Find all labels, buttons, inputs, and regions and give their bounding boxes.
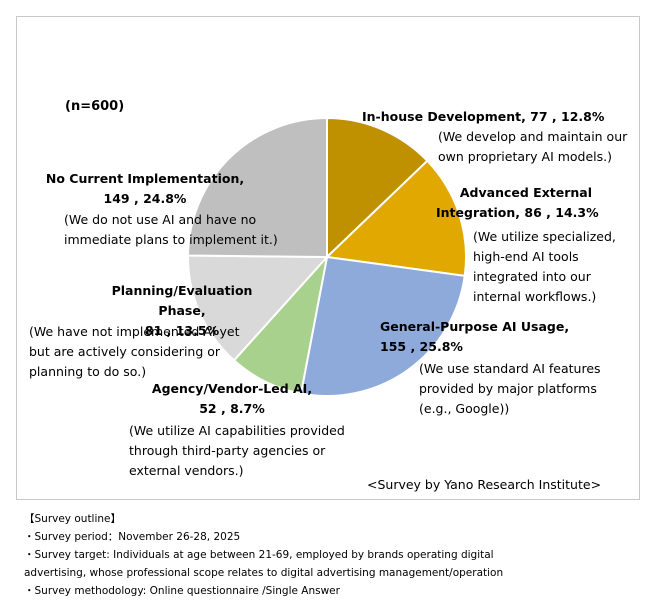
- label-agency-desc2: through third-party agencies or: [129, 443, 326, 458]
- label-none: No Current Implementation, 149 , 24.8%: [45, 169, 245, 209]
- label-in-house-desc2: own proprietary AI models.): [438, 149, 613, 164]
- outline-target-line1: ・Survey target: Individuals at age betwe…: [24, 549, 494, 561]
- label-advanced-desc3: integrated into our: [473, 269, 591, 284]
- label-general-title2: 155 , 25.8%: [380, 339, 463, 354]
- label-general-desc: (We use standard AI features provided by…: [419, 359, 601, 419]
- pie-slice-advanced-external-integration: [324, 159, 467, 277]
- label-advanced-desc: (We utilize specialized, high-end AI too…: [473, 227, 616, 307]
- label-advanced-title1: Advanced External: [459, 185, 592, 200]
- label-none-desc2: immediate plans to implement it.): [64, 232, 278, 247]
- label-advanced: Advanced External: [432, 183, 592, 203]
- pie-chart: [186, 116, 467, 397]
- label-general-desc1: (We use standard AI features: [419, 361, 601, 376]
- outline-method: ・Survey methodology: Online questionnair…: [24, 585, 340, 597]
- label-advanced-title2: Integration, 86 , 14.3%: [436, 205, 599, 220]
- label-planning-desc1: (We have not implemented AI yet: [29, 324, 240, 339]
- label-in-house-title: In-house Development, 77 , 12.8%: [362, 109, 605, 124]
- label-general-desc3: (e.g., Google)): [419, 401, 510, 416]
- label-general: General-Purpose AI Usage, 155 , 25.8%: [380, 317, 569, 357]
- label-none-desc: (We do not use AI and have no immediate …: [64, 210, 278, 250]
- label-agency: Agency/Vendor-Led AI, 52 , 8.7%: [147, 379, 317, 419]
- label-agency-title1: Agency/Vendor-Led AI,: [151, 381, 313, 396]
- sample-size-label: (n=600): [65, 99, 125, 114]
- label-agency-desc3: external vendors.): [129, 463, 244, 478]
- label-planning: Planning/Evaluation Phase, 81 , 13.5%: [87, 281, 277, 341]
- label-agency-title2: 52 , 8.7%: [199, 401, 265, 416]
- chart-frame: (n=600) In-house Development, 77 , 12.8%…: [16, 16, 640, 500]
- label-planning-desc: (We have not implemented AI yet but are …: [29, 322, 240, 382]
- label-advanced-desc4: internal workflows.): [473, 289, 597, 304]
- pie-slice-planning-evaluation-phase: [187, 254, 330, 362]
- label-advanced-desc2: high-end AI tools: [473, 249, 579, 264]
- source-label: <Survey by Yano Research Institute>: [367, 477, 602, 492]
- label-planning-desc2: but are actively considering or: [29, 344, 221, 359]
- label-in-house: In-house Development, 77 , 12.8% (We dev…: [362, 107, 627, 167]
- label-planning-title1: Planning/Evaluation Phase,: [111, 283, 253, 318]
- label-general-title1: General-Purpose AI Usage,: [380, 319, 570, 334]
- label-in-house-desc1: (We develop and maintain our: [438, 129, 628, 144]
- label-advanced-body: Integration, 86 , 14.3%: [436, 203, 599, 223]
- outline-period: ・Survey period：November 26-28, 2025: [24, 531, 241, 543]
- label-agency-desc: (We utilize AI capabilities provided thr…: [129, 421, 345, 481]
- outline-target-line2: advertising, whose professional scope re…: [24, 567, 504, 579]
- label-agency-desc1: (We utilize AI capabilities provided: [129, 423, 345, 438]
- label-none-title2: 149 , 24.8%: [103, 191, 187, 206]
- label-planning-title2: 81 , 13.5%: [144, 323, 220, 338]
- pie-slice-no-current-implementation: [186, 116, 328, 259]
- survey-outline: 【Survey outline】 ・Survey period：November…: [24, 510, 503, 600]
- label-planning-desc3: planning to do so.): [29, 364, 147, 379]
- pie-slice-in-house-development: [326, 116, 429, 260]
- pie-slice-general-purpose-ai-usage: [299, 255, 466, 397]
- label-advanced-desc1: (We utilize specialized,: [473, 229, 616, 244]
- outline-heading: 【Survey outline】: [24, 513, 122, 525]
- label-none-title1: No Current Implementation,: [45, 171, 245, 186]
- label-none-desc1: (We do not use AI and have no: [64, 212, 257, 227]
- label-general-desc2: provided by major platforms: [419, 381, 597, 396]
